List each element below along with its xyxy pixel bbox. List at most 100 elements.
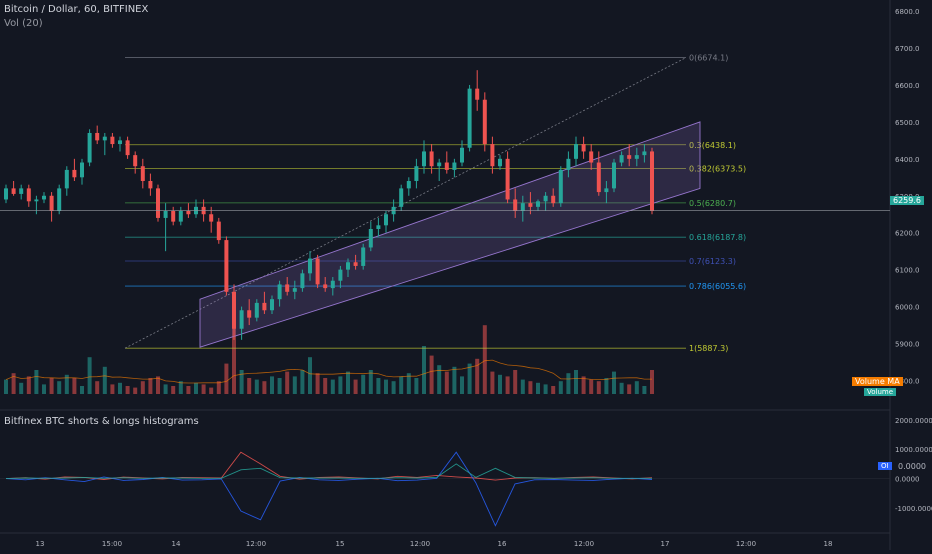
price-axis-tick: 5900.0 bbox=[895, 341, 920, 349]
volume-bar bbox=[247, 378, 252, 394]
volume-bar bbox=[581, 376, 586, 394]
candle-body bbox=[254, 302, 259, 318]
volume-bar bbox=[232, 318, 236, 394]
oscillator-axis-tick: 1000.0000 bbox=[895, 446, 932, 454]
candle-body bbox=[384, 214, 388, 226]
volume-bar bbox=[536, 382, 540, 394]
volume-bar bbox=[353, 379, 358, 394]
volume-bar bbox=[315, 373, 320, 394]
volume-bar bbox=[254, 379, 259, 394]
volume-ma-line bbox=[5, 359, 652, 384]
volume-bar bbox=[140, 381, 145, 394]
volume-bar bbox=[528, 381, 533, 394]
candle-body bbox=[543, 195, 548, 202]
candle-body bbox=[110, 136, 115, 145]
price-axis-tick: 6800.0 bbox=[895, 8, 920, 16]
volume-bar bbox=[361, 374, 366, 394]
volume-bar bbox=[156, 376, 160, 394]
volume-bar bbox=[216, 381, 221, 394]
candle-body bbox=[612, 162, 616, 189]
candle-body bbox=[619, 155, 624, 163]
oscillator-series-line bbox=[5, 463, 652, 480]
candle-body bbox=[536, 201, 540, 207]
candle-body bbox=[292, 288, 297, 292]
volume-bar bbox=[277, 378, 282, 394]
volume-bar bbox=[323, 378, 328, 394]
candle-body bbox=[490, 144, 495, 167]
volume-bar bbox=[467, 363, 472, 394]
volume-indicator-title: Vol (20) bbox=[4, 18, 43, 29]
candle-body bbox=[57, 188, 62, 211]
candle-body bbox=[4, 188, 8, 200]
time-axis-tick: 17 bbox=[661, 540, 670, 548]
candle-body bbox=[140, 166, 145, 181]
fib-level-label: 0.382(6373.5) bbox=[689, 165, 746, 174]
candle-body bbox=[414, 166, 419, 181]
candle-body bbox=[581, 144, 586, 152]
volume-bar bbox=[634, 381, 639, 394]
volume-bar bbox=[4, 379, 8, 394]
volume-bar bbox=[239, 370, 244, 394]
candle-body bbox=[558, 169, 563, 204]
volume-bar bbox=[437, 365, 442, 394]
volume-bar bbox=[270, 376, 274, 394]
candle-body bbox=[627, 155, 632, 159]
price-axis-tick: 6600.0 bbox=[895, 82, 920, 90]
volume-bar bbox=[558, 381, 563, 394]
volume-bar bbox=[574, 370, 578, 394]
candle-body bbox=[406, 180, 411, 189]
volume-bar bbox=[118, 382, 122, 394]
volume-bar bbox=[171, 386, 176, 394]
volume-bar bbox=[338, 376, 343, 394]
oi-badge: OI bbox=[878, 462, 892, 470]
candle-body bbox=[323, 284, 328, 289]
price-axis-tick: 6500.0 bbox=[895, 119, 920, 127]
volume-bar bbox=[194, 382, 198, 394]
candle-body bbox=[125, 140, 130, 156]
volume-bar bbox=[285, 371, 290, 394]
price-axis-tick: 6400.0 bbox=[895, 156, 920, 164]
candle-body bbox=[513, 199, 518, 211]
fib-level-label: 0.786(6055.6) bbox=[689, 282, 746, 291]
candle-body bbox=[262, 302, 267, 311]
candle-body bbox=[277, 284, 282, 300]
volume-bar bbox=[148, 378, 153, 394]
candle-body bbox=[520, 203, 525, 211]
oscillator-axis-tick: -1000.0000 bbox=[895, 505, 932, 513]
volume-bar bbox=[110, 384, 115, 394]
time-axis-tick: 12:00 bbox=[246, 540, 266, 548]
volume-bar bbox=[498, 374, 502, 394]
candle-body bbox=[422, 151, 426, 167]
volume-bar bbox=[391, 381, 396, 394]
fib-level-label: 0(6674.1) bbox=[689, 54, 728, 63]
volume-bar bbox=[627, 384, 632, 394]
fib-trend-line bbox=[124, 57, 687, 349]
candle-body bbox=[437, 162, 442, 167]
candle-body bbox=[118, 140, 122, 145]
candle-body bbox=[64, 169, 69, 189]
volume-bar bbox=[566, 373, 571, 394]
candle-body bbox=[444, 162, 449, 170]
candle-body bbox=[338, 269, 343, 281]
candle-body bbox=[186, 210, 191, 215]
candle-body bbox=[163, 210, 168, 218]
volume-bar bbox=[460, 376, 464, 394]
volume-bar bbox=[642, 386, 647, 394]
volume-bar bbox=[543, 384, 548, 394]
candle-body bbox=[376, 225, 381, 230]
candle-body bbox=[133, 155, 138, 167]
oscillator-current-value: 0.0000 bbox=[898, 462, 926, 471]
candle-body bbox=[247, 310, 252, 318]
candle-body bbox=[171, 210, 176, 222]
volume-bar bbox=[186, 386, 191, 394]
volume-bar bbox=[300, 370, 305, 394]
candle-body bbox=[42, 195, 46, 200]
candle-body bbox=[467, 88, 472, 148]
candle-body bbox=[80, 162, 84, 178]
volume-bar bbox=[612, 371, 616, 394]
volume-bar bbox=[650, 370, 654, 394]
last-price-tag: 6259.6 bbox=[890, 196, 924, 205]
candle-body bbox=[300, 273, 305, 289]
